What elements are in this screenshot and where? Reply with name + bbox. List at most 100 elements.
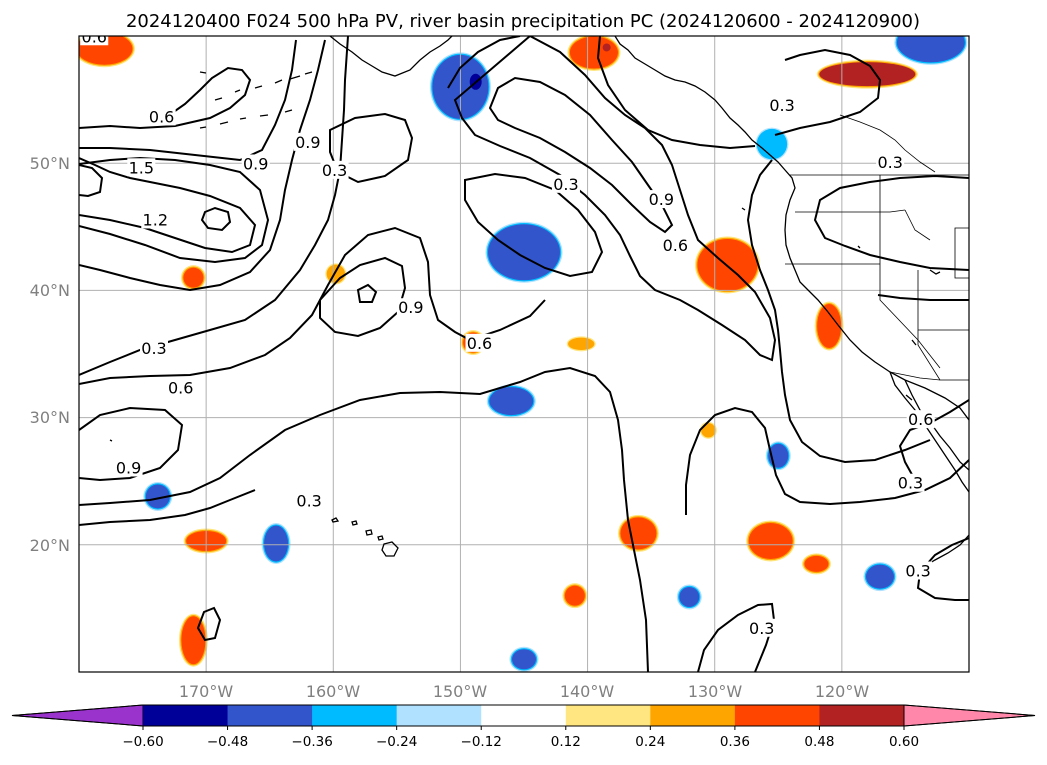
pv-contour-0-3-southeast-tongue [916,537,969,601]
precip-anomaly-area [801,553,831,575]
pv-contour-0-6-mid [79,226,546,385]
colorbar-segment [565,705,651,726]
pv-contour-1-5-inner-ring [200,206,232,232]
baja-coastline [889,371,969,493]
precip-anomaly-area [143,481,173,511]
canada-provinces [839,114,936,173]
contour-label: 0.6 [663,236,688,255]
lon-label-150w: 150°W [433,682,488,701]
contour-label-halo [141,210,170,229]
lon-label-160w: 160°W [306,682,361,701]
pv-contours [79,36,969,672]
contour-label: 0.3 [296,492,321,511]
contour-label: 0.3 [141,339,166,358]
contour-label: 0.3 [905,562,930,581]
colorbar-tick-label: −0.48 [207,734,248,750]
latitude-labels: 20°N 30°N 40°N 50°N [30,154,70,555]
precip-anomaly-area [676,584,702,610]
contour-label-halo [166,378,195,397]
small-islands [109,207,941,442]
lon-label-130w: 130°W [688,682,743,701]
precip-anomaly-area [178,613,208,667]
pv-contour-1-5-inner-small [79,164,104,198]
precip-anomaly-area [486,384,536,418]
colorbar-tick-label: −0.12 [461,734,502,750]
contour-label: 0.3 [898,474,923,493]
contour-label-halo [747,618,776,637]
map-plot-area: 0.60.61.5 0.90.90.31.20.90.30.60.90.30.60… [79,36,969,672]
wa-or-border [795,209,906,213]
longitude-labels: 170°W 160°W 150°W 140°W 130°W 120°W [179,682,870,701]
colorbar-segment [143,705,229,726]
pv-contour-0-9-center [488,76,674,234]
colorbar-tick-label: 0.24 [635,734,665,750]
pv-contour-0-9-lower-left [79,406,184,482]
colorbar-segment [734,705,820,726]
contour-label-halo [140,338,169,357]
precip-anomaly-area [894,36,968,65]
contour-label-halo [906,410,935,429]
contour-label-halo [295,491,324,510]
precip-anomaly-area [485,221,563,283]
contour-label: 1.5 [129,158,154,177]
contour-label-halo [465,333,494,352]
pv-contour-0-6-southeast [898,399,969,481]
contour-label-halo [396,298,425,317]
figure-title: 2024120400 F024 500 hPa PV, river basin … [126,11,920,32]
colorbar-segment [396,705,482,726]
coastlines [109,36,969,567]
contour-label-halo [551,174,580,193]
hawaiian-islands [331,517,399,557]
pv-contour-0-3-east [813,174,969,271]
map-frame [78,35,970,673]
colorbar-segment [819,705,905,726]
north-america-coastline [614,36,969,421]
us-mexico-border [889,371,941,381]
pv-contour-0-6-top-left [79,66,252,130]
contour-label: 1.2 [143,210,168,229]
graticule [79,36,969,672]
contour-label-halo [127,158,156,177]
contour-label-halo [241,154,270,173]
precip-anomaly-area [509,646,539,672]
gulf-of-california [904,379,969,471]
precip-anomaly-area [617,514,659,552]
pv-contour-0-3-center-ring [464,172,604,278]
aleutian-islands [199,71,313,129]
precip-anomaly-area [863,562,897,592]
pv-contour-0-6-center [447,36,777,362]
colorbar-extend-low [11,704,144,727]
contour-label-halo [904,561,933,580]
colorbar-segment [227,705,313,726]
colorbar-tick-label: −0.60 [122,734,163,750]
contour-label: 0.9 [398,298,423,317]
colorbar-segment [481,705,567,726]
contour-label: 0.3 [553,175,578,194]
lat-label-30n: 30°N [30,408,70,427]
idaho-border [879,175,931,264]
pv-contour-0-6-wide [79,39,326,292]
lat-label-50n: 50°N [30,154,70,173]
precip-anomaly-core [846,69,879,80]
contour-label-halo [147,107,176,126]
wyoming-border [954,227,969,279]
colorbar-extend-high [903,704,1036,727]
precip-anomaly-area [746,520,796,562]
contour-label: 0.9 [295,133,320,152]
pv-contour-0-3-lower [79,366,649,672]
colorbar-segment [312,705,398,726]
az-border [917,330,969,381]
contour-label: 0.9 [116,458,141,477]
colorbar-tick-label: 0.48 [804,734,834,750]
lon-label-140w: 140°W [560,682,615,701]
contour-label: 0.3 [877,153,902,172]
contour-label: 0.3 [322,161,347,180]
contour-label-halo [647,190,676,209]
precipitation-anomaly-layer [79,36,968,672]
lon-label-120w: 120°W [815,682,870,701]
precip-anomaly-area [814,301,844,351]
lat-label-40n: 40°N [30,281,70,300]
colorbar-segment [650,705,736,726]
contour-label: 0.9 [649,190,674,209]
alaska-coastline [329,36,453,77]
